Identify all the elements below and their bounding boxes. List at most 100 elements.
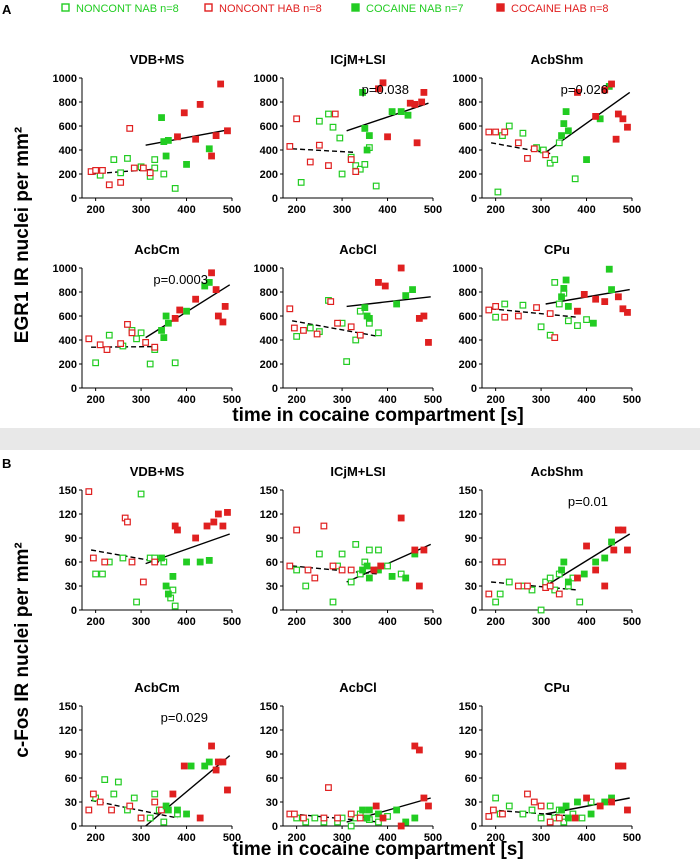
- y-tick-label: 120: [260, 725, 278, 737]
- cocaine-hab-point: [601, 298, 609, 305]
- panel-label-b: B: [2, 456, 11, 471]
- cocaine-hab-point: [574, 574, 581, 582]
- y-tick-label: 150: [459, 485, 477, 497]
- noncont-nab-point: [315, 550, 323, 558]
- plot-title: CPu: [544, 242, 570, 257]
- x-tick-label: 500: [424, 204, 442, 216]
- cocaine-hab-point: [592, 112, 600, 120]
- noncont-nab-point: [528, 806, 536, 814]
- noncont-nab-point: [133, 335, 140, 343]
- control-fit-line: [491, 308, 578, 318]
- noncont-hab-point: [146, 169, 154, 177]
- y-tick-label: 400: [59, 145, 77, 157]
- cocaine-hab-point: [425, 339, 432, 346]
- y-tick-label: 150: [260, 701, 278, 713]
- cocaine-hab-point: [619, 115, 627, 123]
- noncont-hab-point: [290, 324, 298, 332]
- cocaine-nab-point: [164, 137, 172, 144]
- noncont-hab-point: [356, 814, 364, 822]
- cocaine-hab-point: [176, 306, 184, 314]
- cocaine-hab-point: [381, 282, 389, 290]
- noncont-hab-point: [555, 590, 563, 598]
- noncont-hab-point: [530, 145, 538, 153]
- noncont-hab-point: [293, 115, 301, 123]
- cocaine-hab-point: [375, 279, 382, 286]
- plot-a-cpu: CPu 0 200 400 600 800 1000 200 300 400 500: [453, 242, 642, 406]
- x-tick-label: 300: [132, 616, 150, 628]
- noncont-hab-point: [524, 155, 531, 162]
- cocaine-nab-point: [183, 161, 190, 168]
- noncont-hab-point: [492, 558, 500, 566]
- noncont-hab-point: [286, 562, 294, 570]
- noncont-nab-point: [494, 188, 502, 196]
- x-tick-label: 300: [532, 394, 550, 406]
- cocaine-nab-point: [359, 88, 366, 96]
- noncont-nab-point: [171, 602, 179, 610]
- noncont-nab-point: [375, 329, 382, 337]
- noncont-nab-point: [124, 155, 131, 162]
- y-tick-label: 200: [459, 169, 477, 181]
- y-tick-label: 200: [459, 359, 477, 371]
- cocaine-hab-point: [624, 806, 631, 814]
- y-tick-label: 0: [272, 383, 278, 395]
- y-axis-label-a: EGR1 IR nuclei per mm²: [12, 127, 33, 343]
- noncont-hab-point: [499, 558, 506, 566]
- x-tick-label: 400: [577, 204, 595, 216]
- noncont-hab-point: [286, 143, 294, 150]
- y-tick-label: 0: [471, 383, 477, 395]
- noncont-nab-point: [375, 546, 382, 554]
- noncont-nab-point: [336, 134, 344, 142]
- legend-marker-0: [61, 3, 70, 12]
- noncont-nab-point: [555, 300, 563, 308]
- noncont-nab-point: [160, 170, 168, 178]
- cocaine-nab-point: [558, 293, 565, 301]
- noncont-nab-point: [119, 554, 127, 562]
- noncont-nab-point: [110, 790, 118, 798]
- y-tick-label: 0: [471, 821, 477, 833]
- x-tick-label: 500: [223, 394, 241, 406]
- x-tick-label: 200: [486, 616, 504, 628]
- y-tick-label: 60: [465, 557, 477, 569]
- noncont-nab-point: [302, 582, 310, 590]
- noncont-hab-point: [325, 784, 332, 791]
- y-tick-label: 120: [459, 725, 477, 737]
- noncont-nab-point: [551, 156, 559, 164]
- noncont-nab-point: [496, 590, 504, 598]
- y-tick-label: 120: [260, 509, 278, 521]
- noncont-nab-point: [384, 562, 391, 570]
- noncont-nab-point: [114, 778, 122, 786]
- noncont-nab-point: [347, 822, 355, 830]
- noncont-hab-point: [501, 128, 509, 136]
- cocaine-nab-point: [560, 285, 568, 292]
- cocaine-hab-point: [192, 295, 200, 303]
- noncont-nab-point: [338, 550, 346, 558]
- plot-title: AcbCl: [339, 680, 377, 695]
- cocaine-hab-point: [379, 79, 387, 87]
- noncont-hab-point: [334, 319, 341, 327]
- cocaine-hab-point: [574, 88, 581, 96]
- y-tick-label: 120: [59, 725, 77, 737]
- noncont-nab-point: [329, 598, 337, 606]
- cocaine-hab-point: [420, 312, 428, 320]
- y-tick-label: 0: [71, 193, 77, 205]
- noncont-nab-point: [546, 574, 554, 582]
- control-fit-line: [491, 581, 578, 591]
- cocaine-nab-point: [363, 562, 371, 570]
- cocaine-nab-point: [564, 303, 572, 310]
- plot-title: AcbCl: [339, 242, 377, 257]
- y-tick-label: 400: [459, 335, 477, 347]
- noncont-hab-point: [485, 306, 493, 314]
- noncont-nab-point: [365, 546, 373, 554]
- noncont-nab-point: [492, 313, 500, 321]
- cocaine-hab-point: [377, 562, 385, 570]
- cocaine-nab-point: [402, 818, 410, 826]
- noncont-hab-point: [142, 339, 150, 346]
- cocaine-hab-point: [420, 88, 428, 96]
- cocaine-nab-point: [393, 300, 401, 308]
- x-tick-label: 200: [486, 832, 504, 844]
- cocaine-nab-point: [608, 286, 615, 293]
- noncont-nab-point: [564, 317, 572, 325]
- plot-a-acbcm: AcbCm 0 200 400 600 800 1000 200 300 400 500 p=0.00…: [53, 242, 242, 406]
- y-tick-label: 90: [266, 749, 278, 761]
- cocaine-hab-point: [384, 133, 391, 141]
